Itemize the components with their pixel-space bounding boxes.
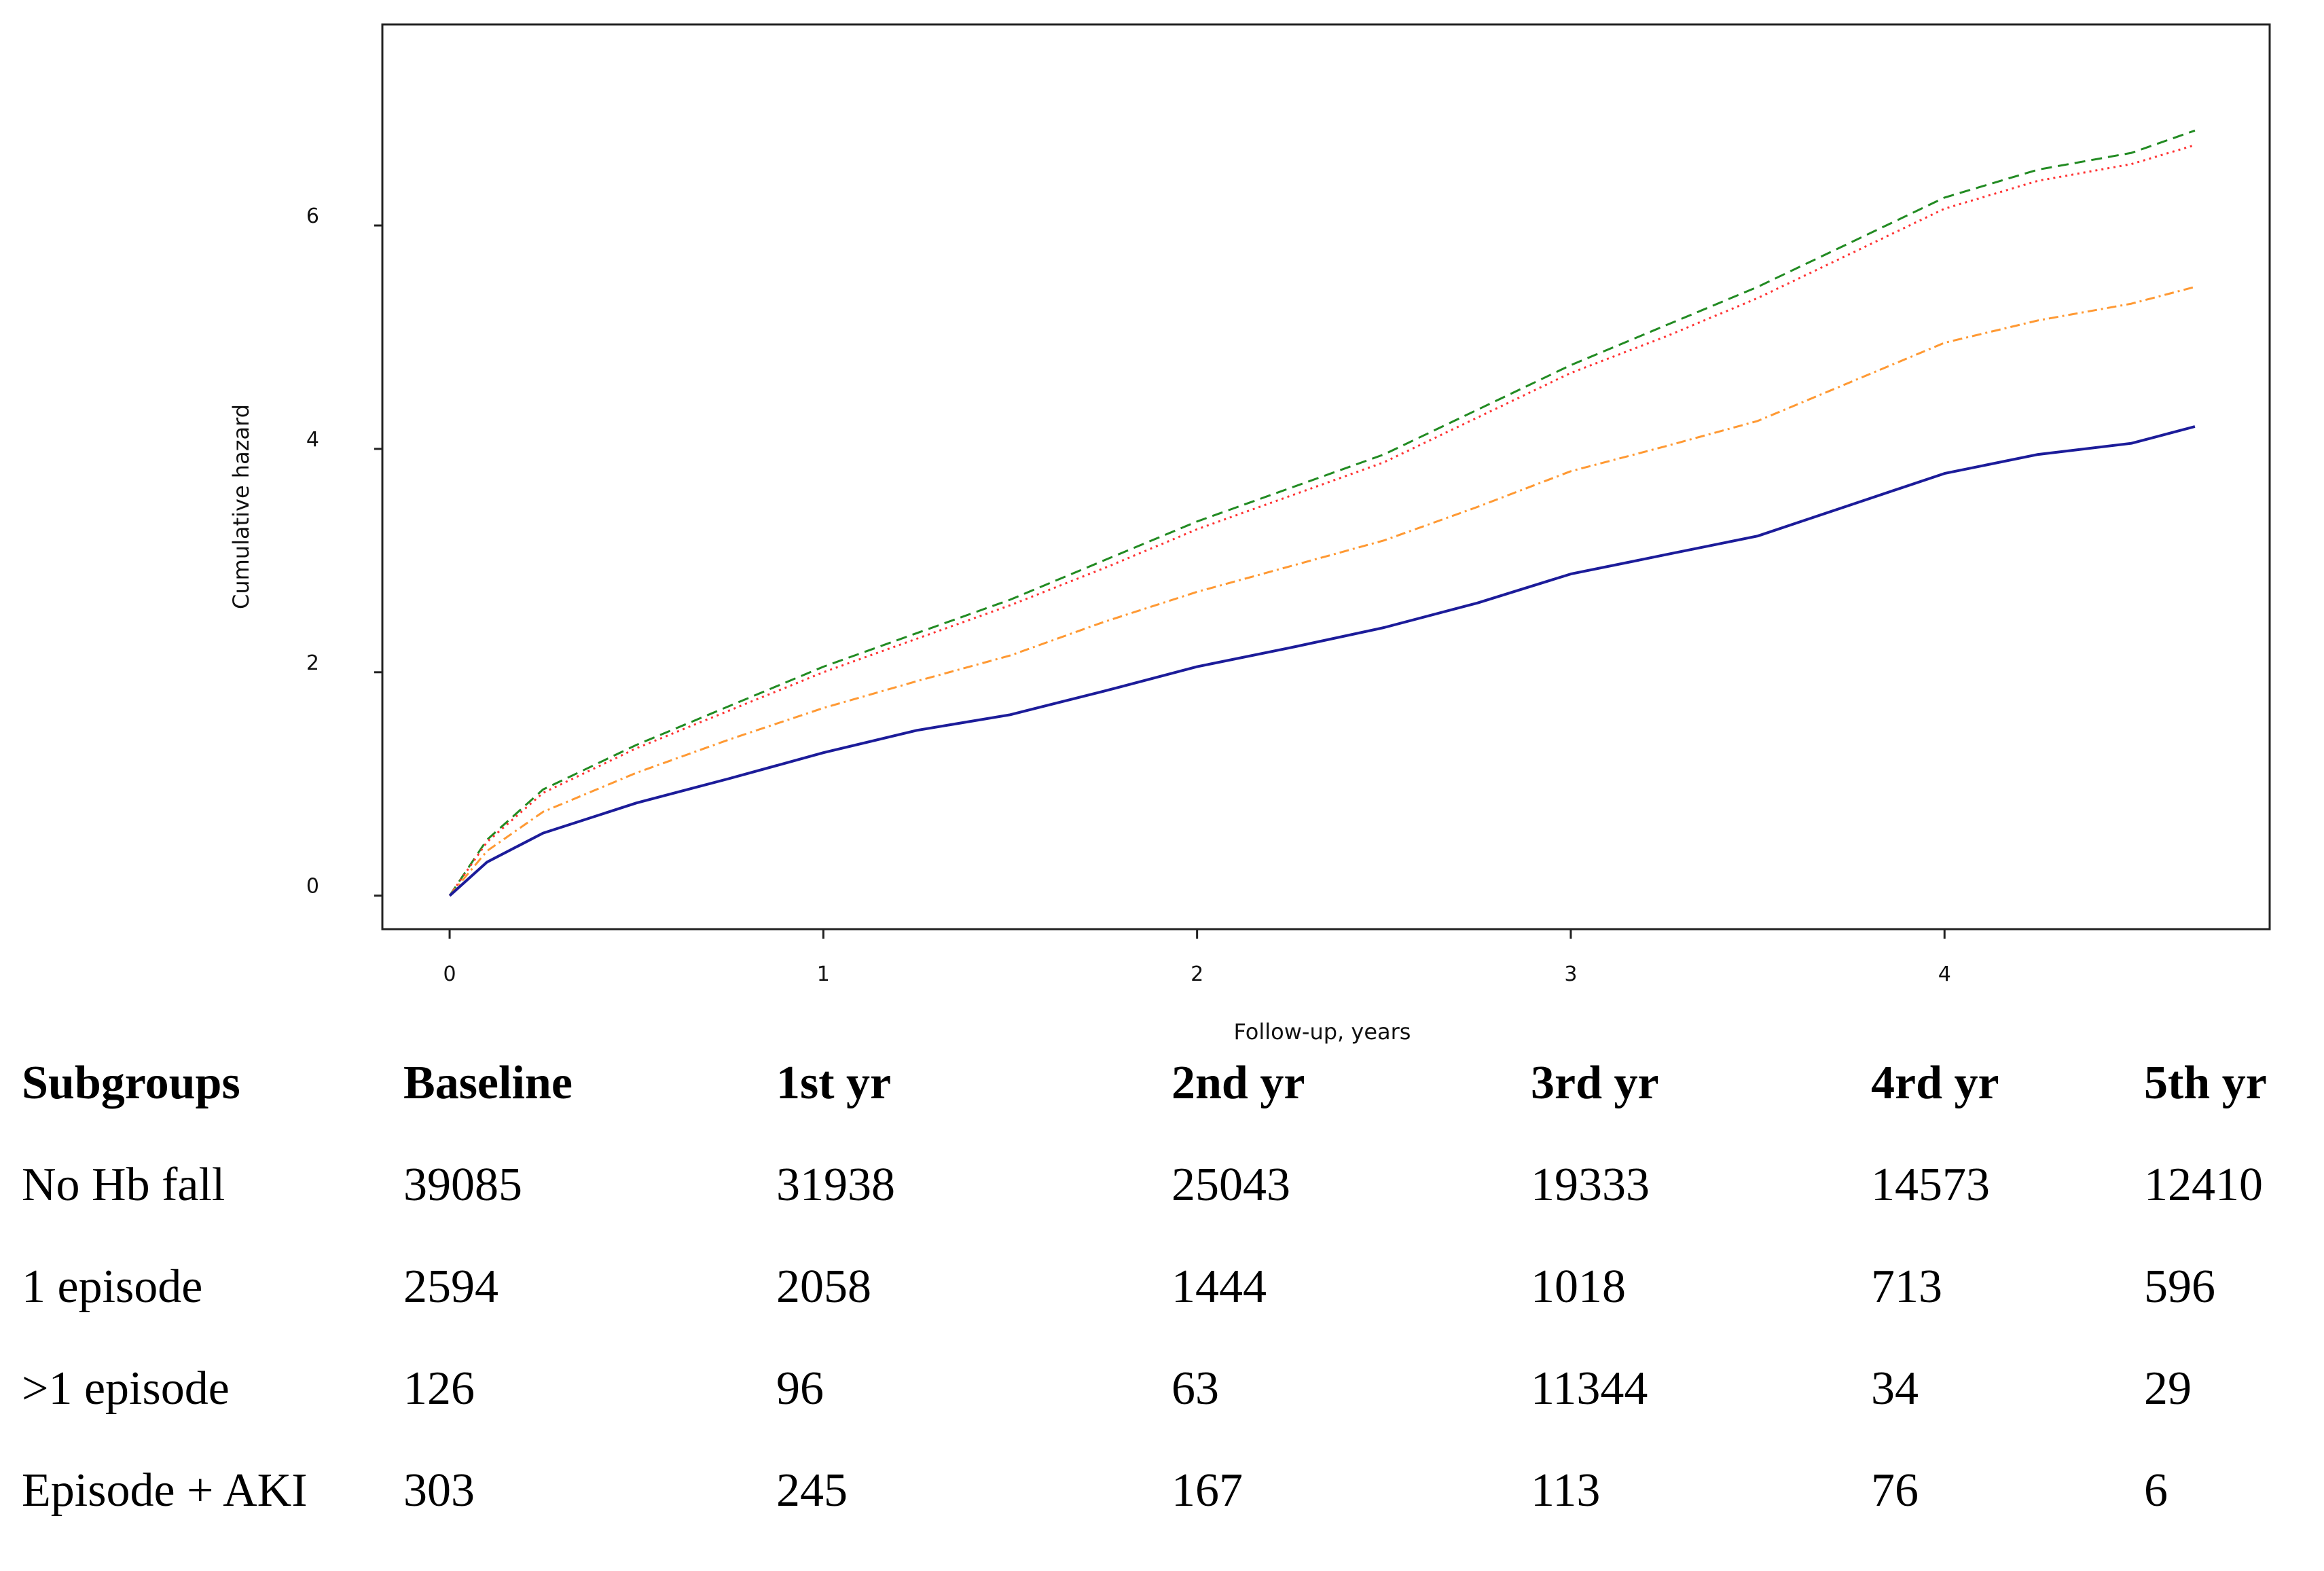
series-line-3 — [448, 285, 2196, 897]
table-cell: 1018 — [1531, 1261, 1626, 1313]
table-cell: 6 — [2144, 1464, 2168, 1517]
x-tick-label: 0 — [443, 962, 456, 986]
table-cell: 245 — [776, 1464, 848, 1517]
y-axis-title: Cumulative hazard — [228, 404, 254, 609]
series-layer — [448, 129, 2196, 897]
table-row-label: No Hb fall — [22, 1159, 225, 1211]
table-cell: 713 — [1871, 1261, 1942, 1313]
table-header-cell: 1st yr — [776, 1057, 892, 1109]
y-tick-label: 4 — [306, 428, 319, 452]
series-line-4 — [448, 425, 2196, 897]
table-header-cell: 3rd yr — [1531, 1057, 1659, 1109]
y-axis: 0 2 4 6 — [306, 204, 384, 899]
table-cell: 39085 — [403, 1159, 522, 1211]
table-cell: 96 — [776, 1362, 824, 1415]
x-tick-label: 4 — [1938, 962, 1951, 986]
table-cell: 31938 — [776, 1159, 895, 1211]
table-cell: 19333 — [1531, 1159, 1650, 1211]
table-cell: 167 — [1172, 1464, 1243, 1517]
table-row-label: >1 episode — [22, 1362, 230, 1415]
x-axis-title: Follow-up, years — [1234, 1019, 1411, 1045]
table-cell: 34 — [1871, 1362, 1919, 1415]
table-header-cell: 5th yr — [2144, 1057, 2267, 1109]
x-tick-label: 3 — [1564, 962, 1577, 986]
table-cell: 113 — [1531, 1464, 1601, 1517]
y-tick-label: 0 — [306, 875, 319, 899]
table-cell: 303 — [403, 1464, 475, 1517]
table-cell: 2594 — [403, 1261, 498, 1313]
x-axis: 0 1 2 3 4 — [443, 928, 1951, 986]
table-header-cell: 4rd yr — [1871, 1057, 1999, 1109]
y-tick-label: 6 — [306, 204, 319, 228]
table-cell: 14573 — [1871, 1159, 1990, 1211]
table-header-cell: 2nd yr — [1172, 1057, 1305, 1109]
table-header-cell: Subgroups — [22, 1057, 240, 1109]
y-tick-label: 2 — [306, 651, 319, 675]
cumulative-hazard-chart: 0 2 4 6 0 1 2 3 4 Cumulative hazard Follow-up, … — [228, 23, 2271, 1045]
series-line-1 — [448, 129, 2196, 897]
table-cell: 63 — [1172, 1362, 1219, 1415]
table-cell: 1444 — [1172, 1261, 1267, 1313]
table-row-label: 1 episode — [22, 1261, 203, 1313]
table-cell: 11344 — [1531, 1362, 1648, 1415]
table-cell: 126 — [403, 1362, 475, 1415]
table-cell: 12410 — [2144, 1159, 2263, 1211]
risk-table: Subgroups Baseline 1st yr 2nd yr 3rd yr 4rd y… — [0, 1056, 2324, 1559]
x-tick-label: 2 — [1191, 962, 1203, 986]
table-row-label: Episode + AKI — [22, 1464, 308, 1517]
plot-frame — [381, 23, 2271, 931]
series-line-2 — [448, 144, 2196, 897]
table-cell: 25043 — [1172, 1159, 1290, 1211]
table-cell: 2058 — [776, 1261, 871, 1313]
table-cell: 29 — [2144, 1362, 2192, 1415]
table-cell: 76 — [1871, 1464, 1919, 1517]
table-cell: 596 — [2144, 1261, 2215, 1313]
table-header-cell: Baseline — [403, 1057, 573, 1109]
x-tick-label: 1 — [817, 962, 830, 986]
